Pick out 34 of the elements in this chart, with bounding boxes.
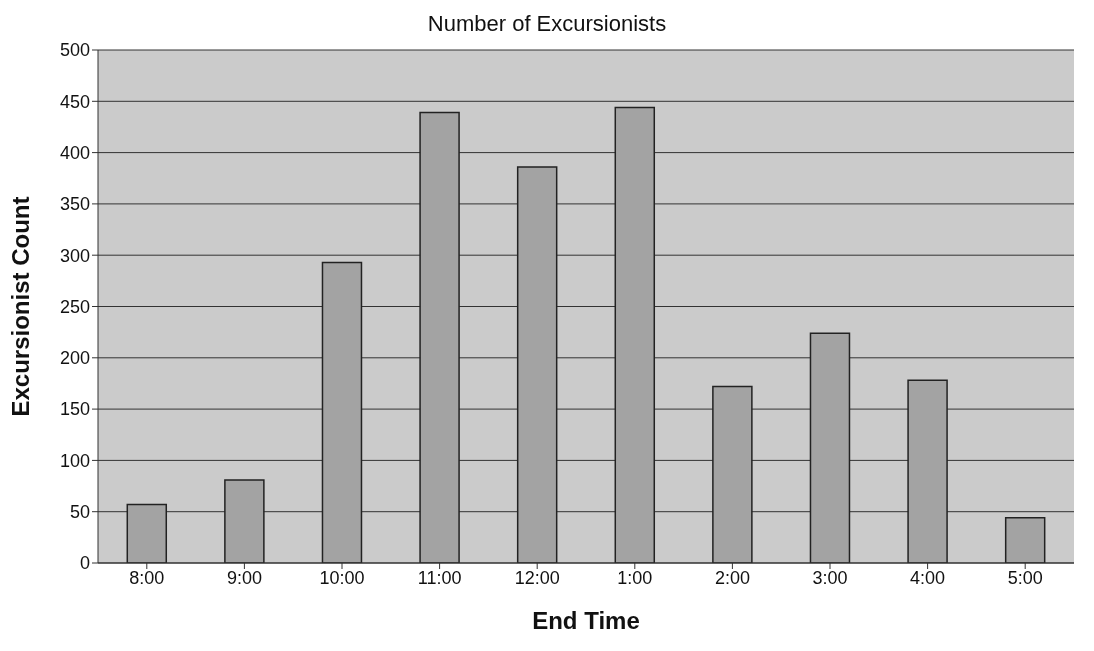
y-tick-label: 150 [59, 399, 90, 420]
x-axis-title: End Time [532, 607, 640, 634]
y-tick-label: 400 [59, 142, 90, 163]
x-tick-label: 12:00 [514, 567, 560, 588]
bar [907, 379, 948, 563]
bar [614, 106, 656, 563]
x-tick-label: 1:00 [617, 567, 653, 588]
x-tick-label: 3:00 [812, 567, 848, 588]
chart-title: Number of Excursionists [426, 10, 668, 38]
bar [712, 385, 753, 563]
y-tick-label: 50 [69, 502, 90, 523]
bar [126, 503, 168, 563]
x-tick-label: 5:00 [1007, 567, 1043, 588]
bar [809, 332, 851, 563]
y-axis-title: Excursionist Count [6, 196, 34, 417]
x-tick-label: 11:00 [417, 567, 462, 588]
y-tick-label: 350 [59, 194, 90, 215]
y-tick-label: 250 [59, 296, 90, 317]
y-tick-label: 200 [59, 348, 90, 369]
bar [1004, 517, 1046, 563]
y-tick-label: 300 [59, 245, 90, 266]
x-tick-label: 10:00 [319, 567, 365, 588]
bar [224, 479, 265, 563]
bar [419, 111, 460, 563]
bar [516, 166, 558, 563]
bar [321, 261, 363, 563]
y-tick-label: 450 [59, 91, 90, 112]
x-tick-label: 4:00 [910, 567, 946, 588]
x-tick-label: 9:00 [226, 567, 262, 588]
x-tick-label: 2:00 [714, 567, 750, 588]
y-tick-label: 500 [59, 40, 90, 61]
x-tick-label: 8:00 [129, 567, 165, 588]
y-tick-label: 100 [59, 450, 90, 471]
y-tick-label: 0 [79, 553, 90, 574]
